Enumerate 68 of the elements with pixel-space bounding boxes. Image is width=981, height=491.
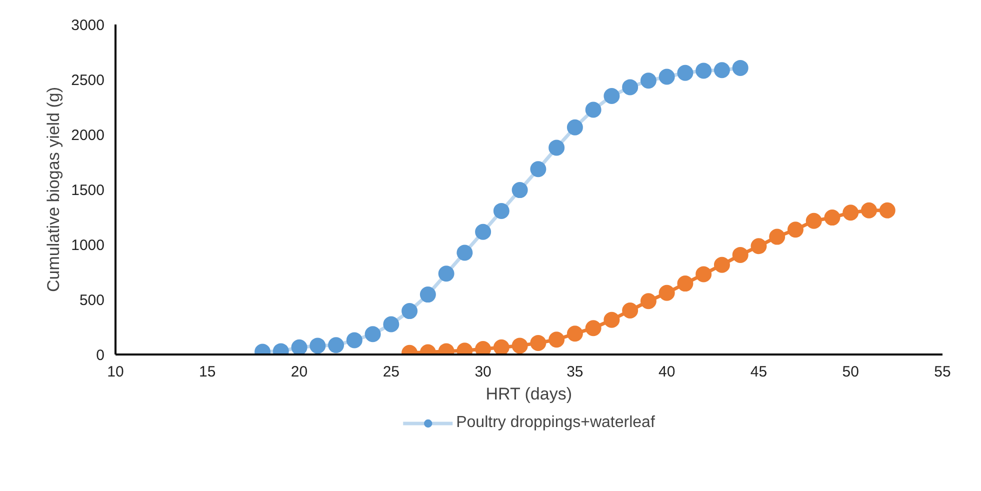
y-tick-label: 0 xyxy=(96,347,104,364)
point xyxy=(493,339,510,354)
x-tick-label: 50 xyxy=(842,364,859,380)
x-tick-label: 45 xyxy=(750,364,768,380)
point xyxy=(383,316,400,332)
x-tick-label: 25 xyxy=(382,364,400,380)
point xyxy=(604,88,620,104)
point xyxy=(548,140,565,156)
point xyxy=(420,286,436,303)
y-tick-label: 2500 xyxy=(71,72,105,89)
x-axis-title: HRT (days) xyxy=(486,384,572,404)
point xyxy=(548,332,565,348)
point xyxy=(402,303,418,320)
point xyxy=(475,341,492,354)
x-tick-label: 30 xyxy=(474,364,492,380)
point xyxy=(530,334,546,351)
point xyxy=(787,222,804,238)
point xyxy=(640,293,656,310)
point xyxy=(879,202,896,218)
point xyxy=(291,339,308,354)
point xyxy=(475,224,492,240)
point xyxy=(512,182,528,198)
point xyxy=(622,79,638,96)
point xyxy=(806,212,822,229)
point xyxy=(364,326,381,342)
point xyxy=(732,246,748,263)
point xyxy=(824,210,840,226)
y-tick-label: 2000 xyxy=(71,127,105,144)
point xyxy=(566,326,583,342)
point xyxy=(640,72,656,89)
point xyxy=(732,60,748,76)
point xyxy=(512,338,528,354)
point xyxy=(456,244,473,261)
point xyxy=(566,119,583,136)
point xyxy=(658,68,675,85)
point xyxy=(714,256,730,273)
point xyxy=(714,62,730,78)
point xyxy=(750,238,767,254)
y-tick-label: 500 xyxy=(79,292,105,309)
y-axis-title: Cumulative biogas yield (g) xyxy=(44,86,64,292)
point xyxy=(769,228,786,245)
point xyxy=(677,276,694,292)
point xyxy=(604,312,620,328)
x-tick-label: 35 xyxy=(566,364,584,380)
point xyxy=(310,338,326,354)
y-tick-label: 3000 xyxy=(71,17,105,34)
point xyxy=(842,204,859,221)
point xyxy=(585,320,602,336)
point xyxy=(438,266,454,282)
point xyxy=(530,161,546,178)
point xyxy=(860,202,877,218)
x-tick-label: 10 xyxy=(107,364,124,380)
x-tick-label: 40 xyxy=(658,364,676,380)
legend-label: Poultry droppings+waterleaf xyxy=(456,414,655,432)
point xyxy=(622,302,638,318)
point xyxy=(493,202,510,219)
point xyxy=(585,102,602,118)
point xyxy=(328,337,344,354)
y-tick-label: 1000 xyxy=(71,237,105,254)
point xyxy=(696,266,712,282)
x-tick-label: 20 xyxy=(290,364,308,380)
x-tick-label: 55 xyxy=(934,364,951,380)
point xyxy=(696,62,712,79)
point xyxy=(346,332,362,348)
x-tick-label: 15 xyxy=(199,364,216,380)
point xyxy=(658,284,675,301)
y-tick-label: 1500 xyxy=(71,182,105,199)
point xyxy=(677,64,694,81)
